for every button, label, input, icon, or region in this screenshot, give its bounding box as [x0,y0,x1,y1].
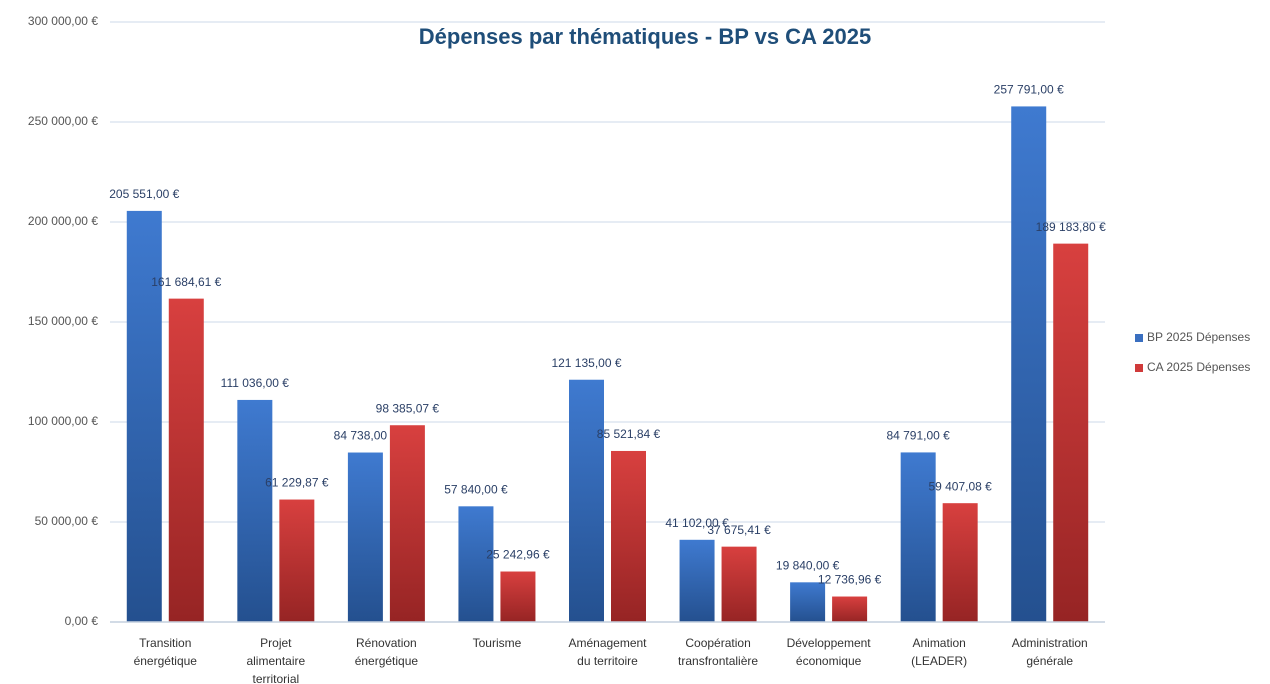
x-tick-label: Aménagement [568,636,647,650]
y-tick-label: 50 000,00 € [35,514,99,528]
bar [458,506,494,622]
data-label: 57 840,00 € [444,482,508,496]
data-label: 12 736,96 € [818,573,882,587]
bar [347,452,383,622]
data-label: 257 791,00 € [994,83,1064,97]
bar [168,298,204,622]
data-label: 41 102,00 € [665,516,729,530]
data-label: 19 840,00 € [776,558,840,572]
x-tick-label: Administration [1012,636,1088,650]
bar [900,452,936,622]
x-tick-label: du territoire [577,654,638,668]
y-tick-label: 250 000,00 € [28,114,98,128]
bar [569,379,604,622]
x-tick-label: Coopération [685,636,750,650]
data-label: 98 385,07 € [376,401,440,415]
data-label: 59 407,08 € [928,479,992,493]
data-label: 84 791,00 € [886,429,950,443]
legend-label: BP 2025 Dépenses [1147,330,1250,344]
data-label: 25 242,96 € [486,548,550,562]
x-tick-label: énergétique [355,654,419,668]
legend-label: CA 2025 Dépenses [1147,360,1250,374]
legend-swatch [1135,334,1143,342]
y-tick-label: 300 000,00 € [28,14,98,28]
bar [500,571,536,622]
legend-swatch [1135,364,1143,372]
data-label: 111 036,00 € [221,376,290,390]
x-tick-label: énergétique [134,654,198,668]
x-tick-label: Tourisme [473,636,522,650]
data-label: 84 738,00 € [334,429,398,443]
x-tick-label: (LEADER) [911,654,967,668]
data-label: 205 551,00 € [109,187,179,201]
x-tick-label: générale [1026,654,1073,668]
bar [279,499,315,622]
y-tick-label: 0,00 € [65,614,99,628]
x-tick-label: économique [796,654,862,668]
bar [1011,106,1047,623]
bar [721,546,757,622]
chart-title: Dépenses par thématiques - BP vs CA 2025 [419,24,871,49]
data-label: 161 684,61 € [151,275,221,289]
bar [611,450,646,622]
x-tick-label: territorial [252,672,299,684]
x-tick-label: Projet [260,636,292,650]
y-tick-label: 100 000,00 € [28,414,98,428]
bar [942,503,978,622]
bar [389,425,425,622]
bar [679,539,715,622]
x-tick-label: Transition [139,636,191,650]
bar [126,210,162,622]
y-tick-label: 200 000,00 € [28,214,98,228]
data-label: 37 675,41 € [707,523,771,537]
x-tick-label: Rénovation [356,636,417,650]
y-tick-label: 150 000,00 € [28,314,98,328]
bar [790,582,826,622]
bar [237,399,273,622]
x-tick-label: Animation [912,636,965,650]
data-label: 85 521,84 € [597,427,661,441]
x-tick-label: transfrontalière [678,654,758,668]
x-tick-label: alimentaire [246,654,305,668]
data-label: 121 135,00 € [551,356,621,370]
data-label: 189 183,80 € [1036,220,1106,234]
bar [1053,243,1089,623]
data-label: 61 229,87 € [265,476,329,490]
x-tick-label: Développement [787,636,872,650]
bar [832,596,868,622]
